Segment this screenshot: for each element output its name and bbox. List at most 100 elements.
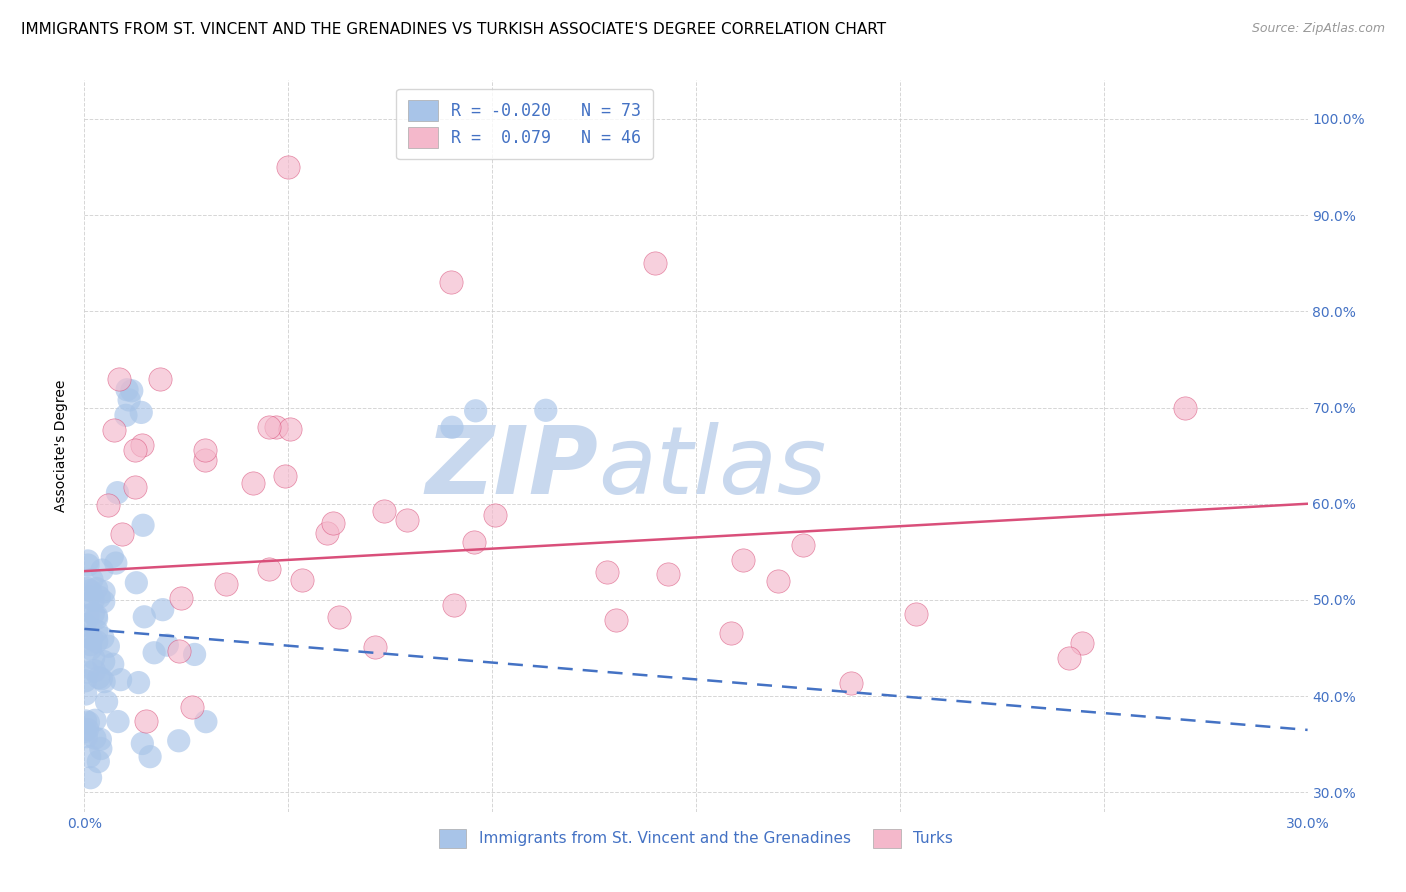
- Point: [143, 646, 166, 660]
- Point: [373, 504, 395, 518]
- Point: [1174, 401, 1197, 415]
- Point: [363, 640, 385, 654]
- Y-axis label: Associate's Degree: Associate's Degree: [55, 380, 69, 512]
- Point: [73, 617, 96, 632]
- Point: [264, 420, 287, 434]
- Point: [839, 675, 862, 690]
- Point: [82, 607, 104, 621]
- Point: [124, 480, 146, 494]
- Point: [180, 699, 202, 714]
- Point: [93, 584, 115, 599]
- Point: [111, 527, 134, 541]
- Point: [76, 723, 98, 737]
- Point: [75, 687, 97, 701]
- Point: [90, 672, 112, 686]
- Point: [80, 632, 103, 646]
- Point: [131, 438, 153, 452]
- Point: [134, 610, 156, 624]
- Point: [91, 563, 114, 577]
- Point: [194, 453, 217, 467]
- Point: [1057, 651, 1080, 665]
- Point: [75, 714, 97, 728]
- Point: [82, 593, 104, 607]
- Point: [84, 713, 107, 727]
- Point: [89, 732, 111, 747]
- Point: [731, 552, 754, 566]
- Point: [86, 611, 108, 625]
- Point: [80, 573, 103, 587]
- Point: [87, 755, 110, 769]
- Point: [118, 392, 141, 407]
- Point: [183, 648, 205, 662]
- Point: [257, 562, 280, 576]
- Point: [108, 371, 131, 385]
- Point: [91, 631, 114, 645]
- Point: [103, 423, 125, 437]
- Point: [79, 642, 101, 657]
- Point: [86, 634, 108, 648]
- Point: [77, 558, 100, 572]
- Text: Source: ZipAtlas.com: Source: ZipAtlas.com: [1251, 22, 1385, 36]
- Point: [83, 731, 105, 745]
- Point: [277, 160, 299, 174]
- Point: [97, 639, 120, 653]
- Point: [128, 675, 150, 690]
- Text: IMMIGRANTS FROM ST. VINCENT AND THE GRENADINES VS TURKISH ASSOCIATE'S DEGREE COR: IMMIGRANTS FROM ST. VINCENT AND THE GREN…: [21, 22, 886, 37]
- Point: [766, 574, 789, 588]
- Point: [101, 657, 124, 672]
- Point: [129, 405, 152, 419]
- Point: [131, 737, 153, 751]
- Point: [89, 590, 111, 604]
- Point: [79, 583, 101, 598]
- Point: [605, 613, 627, 627]
- Point: [443, 598, 465, 612]
- Point: [1071, 636, 1094, 650]
- Point: [273, 469, 295, 483]
- Legend: Immigrants from St. Vincent and the Grenadines, Turks: Immigrants from St. Vincent and the Gren…: [432, 822, 960, 855]
- Point: [107, 485, 129, 500]
- Point: [75, 730, 97, 744]
- Point: [76, 582, 98, 596]
- Point: [101, 549, 124, 564]
- Point: [484, 508, 506, 522]
- Point: [278, 422, 301, 436]
- Point: [93, 674, 115, 689]
- Text: atlas: atlas: [598, 423, 827, 514]
- Point: [124, 442, 146, 457]
- Point: [86, 582, 108, 596]
- Point: [125, 575, 148, 590]
- Point: [132, 518, 155, 533]
- Point: [87, 671, 110, 685]
- Point: [90, 741, 112, 756]
- Point: [534, 403, 557, 417]
- Point: [242, 476, 264, 491]
- Point: [79, 749, 101, 764]
- Point: [657, 566, 679, 581]
- Point: [115, 383, 138, 397]
- Point: [257, 420, 280, 434]
- Point: [720, 626, 742, 640]
- Point: [115, 409, 138, 423]
- Point: [135, 714, 157, 728]
- Point: [96, 695, 118, 709]
- Point: [596, 566, 619, 580]
- Point: [121, 384, 143, 398]
- Point: [76, 630, 98, 644]
- Point: [167, 733, 190, 747]
- Point: [75, 673, 97, 688]
- Point: [464, 404, 486, 418]
- Point: [77, 608, 100, 623]
- Point: [396, 513, 419, 527]
- Point: [328, 610, 350, 624]
- Point: [194, 442, 217, 457]
- Point: [152, 602, 174, 616]
- Point: [156, 638, 179, 652]
- Point: [792, 538, 814, 552]
- Point: [104, 556, 127, 570]
- Point: [440, 276, 463, 290]
- Point: [215, 576, 238, 591]
- Point: [107, 714, 129, 729]
- Point: [194, 714, 217, 729]
- Point: [86, 624, 108, 638]
- Point: [77, 715, 100, 730]
